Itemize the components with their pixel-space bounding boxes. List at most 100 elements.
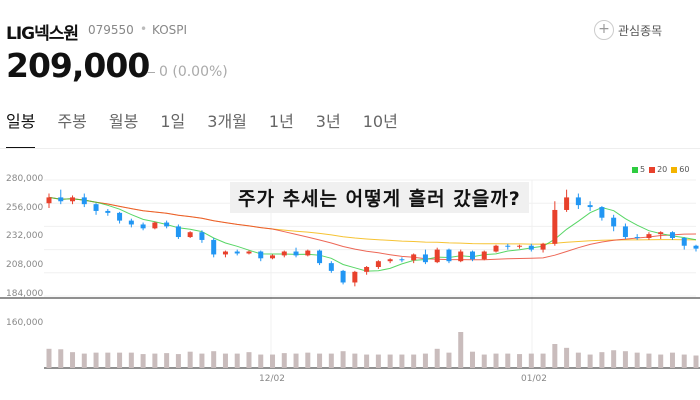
volume-bar	[681, 354, 687, 368]
volume-bar	[481, 354, 487, 368]
volume-bar	[422, 353, 428, 368]
volume-bar	[117, 352, 123, 368]
candle-body	[587, 205, 593, 208]
x-tick-label: 01/02	[521, 374, 547, 384]
volume-bar	[693, 355, 699, 368]
volume-bar	[564, 347, 570, 368]
volume-bar	[258, 354, 264, 368]
candle-body	[140, 224, 146, 229]
volume-bar	[540, 353, 546, 368]
volume-bar	[140, 354, 146, 368]
volume-bar	[658, 354, 664, 368]
volume-bar	[646, 353, 652, 368]
candle-body	[422, 254, 428, 263]
volume-bar	[434, 348, 440, 368]
volume-bar	[58, 349, 64, 368]
candle-body	[164, 222, 170, 227]
candle-body	[634, 237, 640, 239]
candle-body	[375, 261, 381, 267]
tab-3years[interactable]: 3년	[315, 112, 341, 131]
volume-bar	[340, 351, 346, 368]
favorite-label: 관심종목	[618, 23, 663, 38]
tab-weekly[interactable]: 주봉	[57, 112, 87, 131]
stock-code: 079550	[88, 23, 134, 37]
tab-monthly[interactable]: 월봉	[108, 112, 139, 131]
candle-body	[517, 245, 523, 247]
candle-body	[222, 251, 228, 255]
overlay-title: 주가 추세는 어떻게 흘러 갔을까?	[230, 182, 529, 213]
volume-bar	[622, 351, 628, 368]
candle-body	[622, 226, 628, 238]
candle-body	[281, 251, 287, 256]
volume-bar	[634, 352, 640, 368]
candle-body	[693, 245, 699, 249]
volume-bar	[493, 353, 499, 368]
volume-bar	[352, 353, 358, 368]
tabs-divider	[0, 148, 700, 149]
candle-body	[399, 259, 405, 261]
ma20-line	[48, 196, 697, 261]
volume-bar	[505, 353, 511, 368]
volume-bar	[222, 353, 228, 368]
candle-body	[152, 222, 158, 229]
volume-bar	[517, 354, 523, 368]
candle-body	[481, 251, 487, 260]
candle-body	[211, 239, 217, 255]
volume-bar	[211, 351, 217, 368]
legend-ma5: 5	[632, 165, 645, 174]
add-favorite-button[interactable]: + 관심종목	[594, 20, 662, 40]
candle-body	[681, 238, 687, 246]
candle-body	[469, 251, 475, 260]
candle-body	[564, 197, 570, 210]
ma-legend: 5 20 60	[632, 165, 689, 174]
price-change-value: 0 (0.00%)	[159, 64, 228, 80]
price-change: 0 (0.00%)	[147, 64, 228, 80]
plus-icon: +	[594, 20, 614, 40]
candle-body	[411, 254, 417, 261]
volume-bar	[105, 352, 111, 368]
legend-ma60: 60	[671, 165, 689, 174]
y-tick-label: 232,000	[6, 231, 44, 241]
candle-body	[352, 271, 358, 283]
volume-bar	[152, 353, 158, 368]
flat-change-icon	[147, 71, 155, 73]
volume-bar	[399, 354, 405, 368]
candle-body	[340, 270, 346, 283]
volume-bar	[128, 352, 134, 368]
y-tick-label: 184,000	[6, 289, 44, 299]
volume-bar	[164, 353, 170, 368]
volume-bar	[175, 354, 181, 368]
candle-body	[658, 232, 664, 235]
candle-body	[611, 217, 617, 227]
volume-bar	[552, 344, 558, 368]
candle-body	[493, 245, 499, 252]
volume-bar	[611, 350, 617, 368]
tab-1day[interactable]: 1일	[160, 112, 186, 131]
candle-body	[446, 249, 452, 262]
volume-bar	[246, 352, 252, 368]
candle-body	[258, 251, 264, 259]
volume-bar	[587, 354, 593, 368]
tab-3months[interactable]: 3개월	[207, 112, 247, 131]
y-tick-label: 208,000	[6, 260, 44, 270]
y-tick-label: 256,000	[6, 203, 44, 213]
volume-bar	[187, 351, 193, 368]
candle-body	[528, 245, 534, 250]
y-tick-label: 160,000	[6, 318, 44, 328]
candle-body	[46, 197, 52, 204]
volume-bar	[469, 351, 475, 368]
candle-body	[58, 197, 64, 202]
candle-body	[234, 251, 240, 254]
volume-bar	[446, 352, 452, 368]
candle-body	[434, 249, 440, 263]
candle-body	[540, 243, 546, 250]
candle-body	[105, 210, 111, 213]
volume-bar	[293, 353, 299, 368]
candle-body	[70, 197, 76, 202]
candle-body	[458, 251, 464, 262]
volume-bar	[458, 332, 464, 368]
tab-10years[interactable]: 10년	[362, 112, 398, 131]
volume-bar	[328, 353, 334, 368]
tab-1year[interactable]: 1년	[268, 112, 294, 131]
